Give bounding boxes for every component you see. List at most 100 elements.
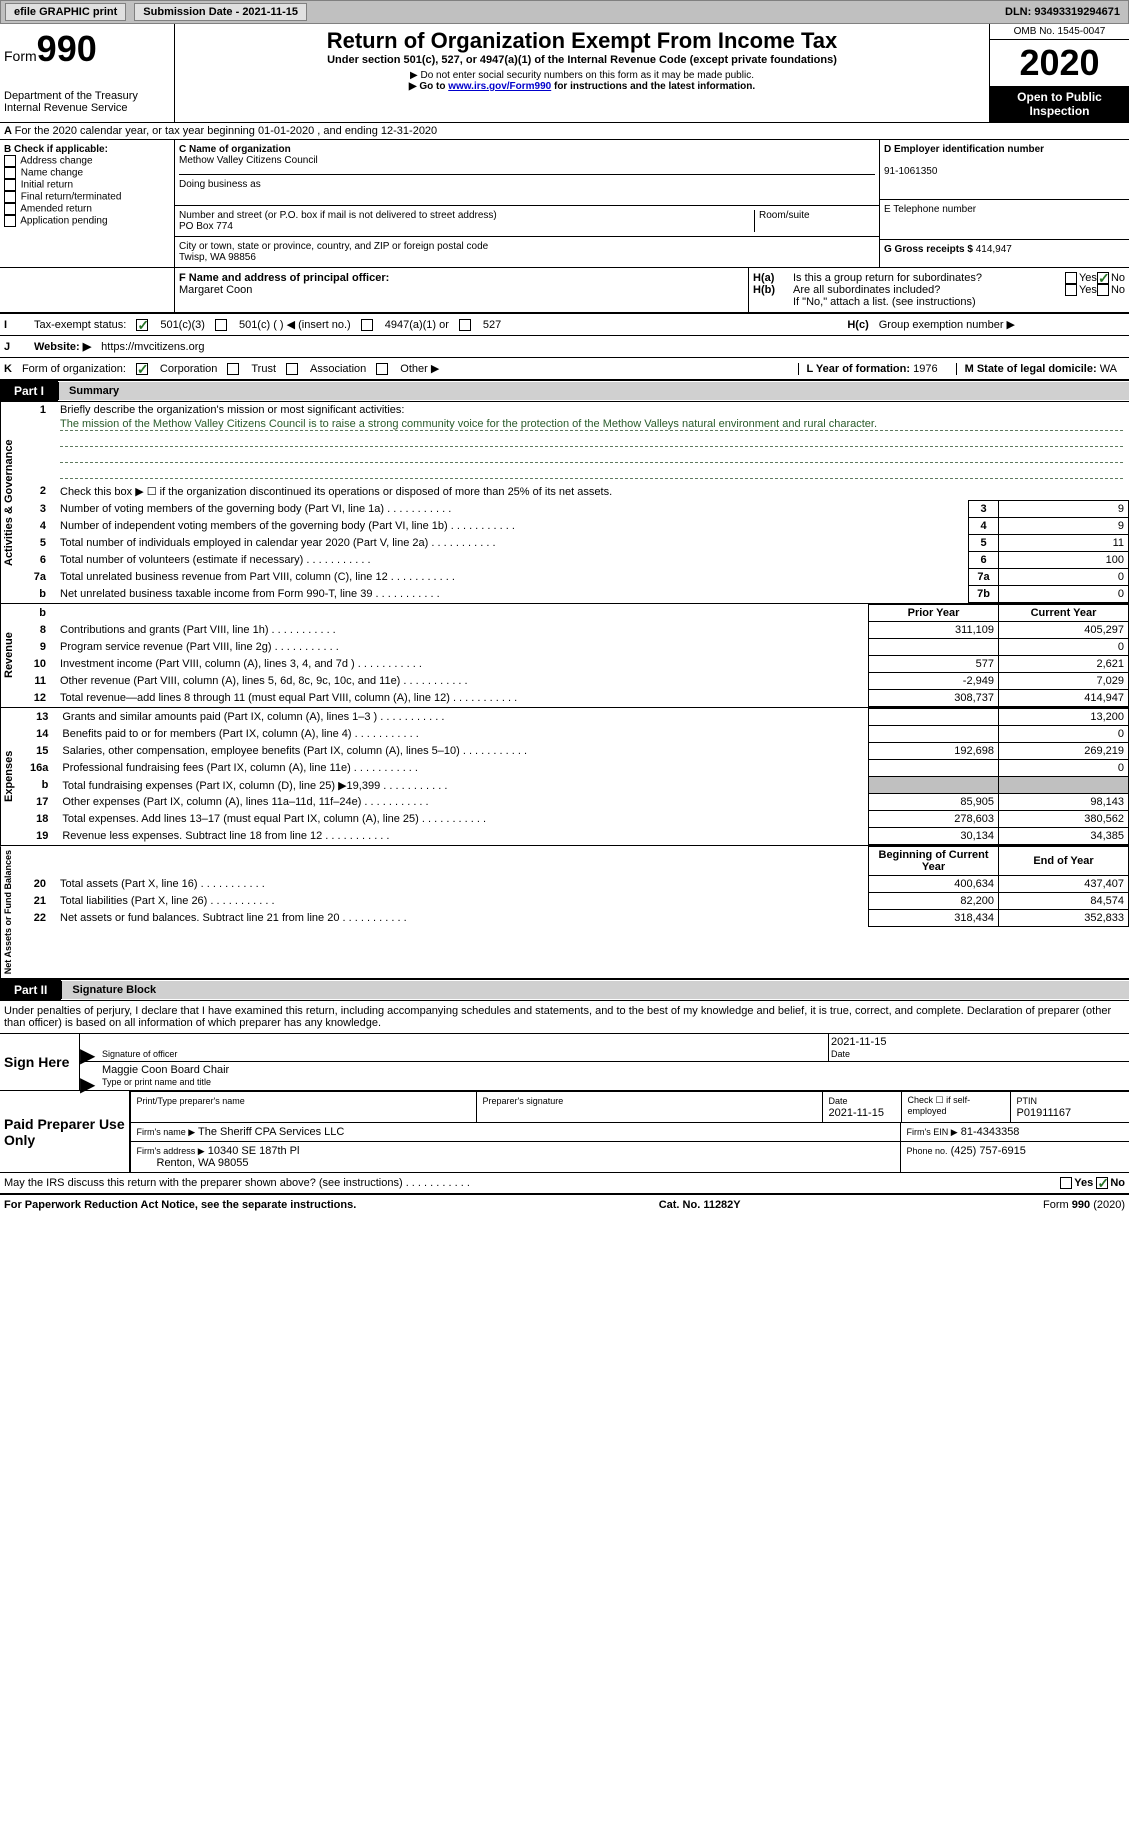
section-a: A For the 2020 calendar year, or tax yea… [0, 123, 1129, 140]
omb-number: OMB No. 1545-0047 [990, 24, 1129, 40]
city-value: Twisp, WA 98856 [179, 252, 256, 263]
table-row: 8Contributions and grants (Part VIII, li… [24, 622, 1129, 639]
cb-527[interactable] [459, 319, 471, 331]
ptin-value: P01911167 [1017, 1107, 1072, 1119]
ha-no[interactable] [1097, 272, 1109, 284]
cb-501c3[interactable] [136, 319, 148, 331]
submission-date-button[interactable]: Submission Date - 2021-11-15 [134, 3, 307, 21]
prep-sig-label: Preparer's signature [483, 1096, 564, 1106]
cb-501c[interactable] [215, 319, 227, 331]
cb-assoc[interactable] [286, 363, 298, 375]
checkbox-initial[interactable] [4, 179, 16, 191]
checkbox-amended[interactable] [4, 203, 16, 215]
table-row: bTotal fundraising expenses (Part IX, co… [24, 777, 1129, 794]
type-name-label: Type or print name and title [102, 1077, 211, 1087]
checkbox-pending[interactable] [4, 215, 16, 227]
form-note1: ▶ Do not enter social security numbers o… [179, 70, 985, 81]
dln-label: DLN: 93493319294671 [1005, 6, 1128, 18]
table-row: 20Total assets (Part X, line 16)400,6344… [24, 876, 1129, 893]
table-row: 21Total liabilities (Part X, line 26)82,… [24, 893, 1129, 910]
city-label: City or town, state or province, country… [179, 241, 488, 252]
table-row: 19Revenue less expenses. Subtract line 1… [24, 828, 1129, 845]
prep-date: 2021-11-15 [829, 1107, 884, 1119]
hb-no[interactable] [1097, 284, 1109, 296]
table-row: 13Grants and similar amounts paid (Part … [24, 709, 1129, 726]
officer-name: Margaret Coon [179, 284, 252, 296]
footer: For Paperwork Reduction Act Notice, see … [0, 1193, 1129, 1215]
cb-4947[interactable] [361, 319, 373, 331]
ha-yes[interactable] [1065, 272, 1077, 284]
irs-link[interactable]: www.irs.gov/Form990 [448, 81, 551, 92]
sign-here-label: Sign Here [0, 1034, 80, 1090]
ein-label: D Employer identification number [884, 144, 1044, 155]
hb-yes[interactable] [1065, 284, 1077, 296]
table-row: 3Number of voting members of the governi… [24, 501, 1129, 518]
officer-print-name: Maggie Coon Board Chair [102, 1064, 229, 1076]
checkbox-name[interactable] [4, 167, 16, 179]
table-row: 10Investment income (Part VIII, column (… [24, 656, 1129, 673]
current-year-hdr: Current Year [999, 605, 1129, 622]
website-label: Website: ▶ [34, 340, 91, 353]
street-value: PO Box 774 [179, 221, 233, 232]
prep-name-label: Print/Type preparer's name [137, 1096, 245, 1106]
c-name-label: C Name of organization [179, 144, 291, 155]
form-header: Form990 Department of the Treasury Inter… [0, 24, 1129, 123]
table-row: 9Program service revenue (Part VIII, lin… [24, 639, 1129, 656]
part2-header: Part II Signature Block [0, 979, 1129, 1001]
table-row: 12Total revenue—add lines 8 through 11 (… [24, 690, 1129, 707]
checkbox-address[interactable] [4, 155, 16, 167]
exp-label: Expenses [0, 708, 24, 845]
line1-label: Briefly describe the organization's miss… [60, 404, 404, 416]
org-name: Methow Valley Citizens Council [179, 155, 318, 166]
room-label: Room/suite [759, 210, 810, 221]
part1-header: Part I Summary [0, 380, 1129, 402]
form-org-label: Form of organization: [22, 363, 126, 375]
discuss-row: May the IRS discuss this return with the… [0, 1173, 1129, 1193]
state-domicile: WA [1100, 363, 1117, 375]
ein-value: 91-1061350 [884, 166, 937, 177]
paid-preparer-label: Paid Preparer Use Only [0, 1091, 130, 1172]
dept-label: Department of the Treasury Internal Reve… [4, 90, 170, 114]
col-b: B Check if applicable: Address change Na… [0, 140, 175, 267]
line2-text: Check this box ▶ ☐ if the organization d… [54, 483, 1129, 500]
row-fh: F Name and address of principal officer:… [0, 268, 1129, 313]
firm-ein: 81-4343358 [961, 1126, 1020, 1138]
row-j: J Website: ▶ https://mvcitizens.org [0, 336, 1129, 358]
gross-value: 414,947 [976, 244, 1012, 255]
boy-hdr: Beginning of Current Year [869, 847, 999, 876]
efile-print-button[interactable]: efile GRAPHIC print [5, 3, 126, 21]
block-bcdeg: B Check if applicable: Address change Na… [0, 140, 1129, 268]
form-number: Form990 [4, 28, 170, 70]
mission-text: The mission of the Methow Valley Citizen… [60, 418, 1123, 431]
table-row: 5Total number of individuals employed in… [24, 535, 1129, 552]
street-label: Number and street (or P.O. box if mail i… [179, 210, 497, 221]
net-label: Net Assets or Fund Balances [0, 846, 24, 978]
form-subtitle: Under section 501(c), 527, or 4947(a)(1)… [179, 54, 985, 66]
cb-corp[interactable] [136, 363, 148, 375]
row-klm: K Form of organization: Corporation Trus… [0, 358, 1129, 380]
tax-status-label: Tax-exempt status: [34, 319, 126, 331]
hc-label: Group exemption number ▶ [879, 318, 1015, 331]
table-row: 18Total expenses. Add lines 13–17 (must … [24, 811, 1129, 828]
website-value: https://mvcitizens.org [101, 341, 204, 353]
perjury-text: Under penalties of perjury, I declare th… [0, 1001, 1129, 1034]
gross-label: G Gross receipts $ [884, 244, 973, 255]
table-row: 7aTotal unrelated business revenue from … [24, 569, 1129, 586]
discuss-no[interactable] [1096, 1177, 1108, 1189]
table-row: 15Salaries, other compensation, employee… [24, 743, 1129, 760]
checkbox-final[interactable] [4, 191, 16, 203]
prior-year-hdr: Prior Year [869, 605, 999, 622]
cb-other[interactable] [376, 363, 388, 375]
eoy-hdr: End of Year [999, 847, 1129, 876]
table-row: 11Other revenue (Part VIII, column (A), … [24, 673, 1129, 690]
ha-label: Is this a group return for subordinates? [793, 272, 1065, 284]
firm-phone: (425) 757-6915 [951, 1145, 1026, 1157]
hb-label: Are all subordinates included? [793, 284, 1065, 296]
firm-name: The Sheriff CPA Services LLC [198, 1126, 344, 1138]
discuss-yes[interactable] [1060, 1177, 1072, 1189]
gov-label: Activities & Governance [0, 402, 24, 603]
cb-trust[interactable] [227, 363, 239, 375]
table-row: bNet unrelated business taxable income f… [24, 586, 1129, 603]
open-inspection: Open to Public Inspection [990, 86, 1129, 122]
table-row: 6Total number of volunteers (estimate if… [24, 552, 1129, 569]
